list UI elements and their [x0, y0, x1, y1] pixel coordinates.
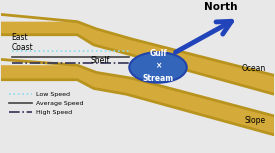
Text: Average Speed: Average Speed: [36, 101, 84, 106]
Text: Low Speed: Low Speed: [36, 92, 70, 97]
Text: East
Coast: East Coast: [12, 33, 33, 52]
Text: Ocean: Ocean: [242, 64, 266, 73]
Text: Shelf: Shelf: [91, 56, 110, 65]
Polygon shape: [1, 14, 274, 94]
Circle shape: [129, 52, 187, 83]
Text: North: North: [204, 2, 238, 11]
Polygon shape: [1, 59, 274, 135]
Text: High Speed: High Speed: [36, 110, 72, 115]
Text: Gulf
×
Stream: Gulf × Stream: [142, 49, 174, 83]
Text: Slope: Slope: [245, 116, 266, 125]
